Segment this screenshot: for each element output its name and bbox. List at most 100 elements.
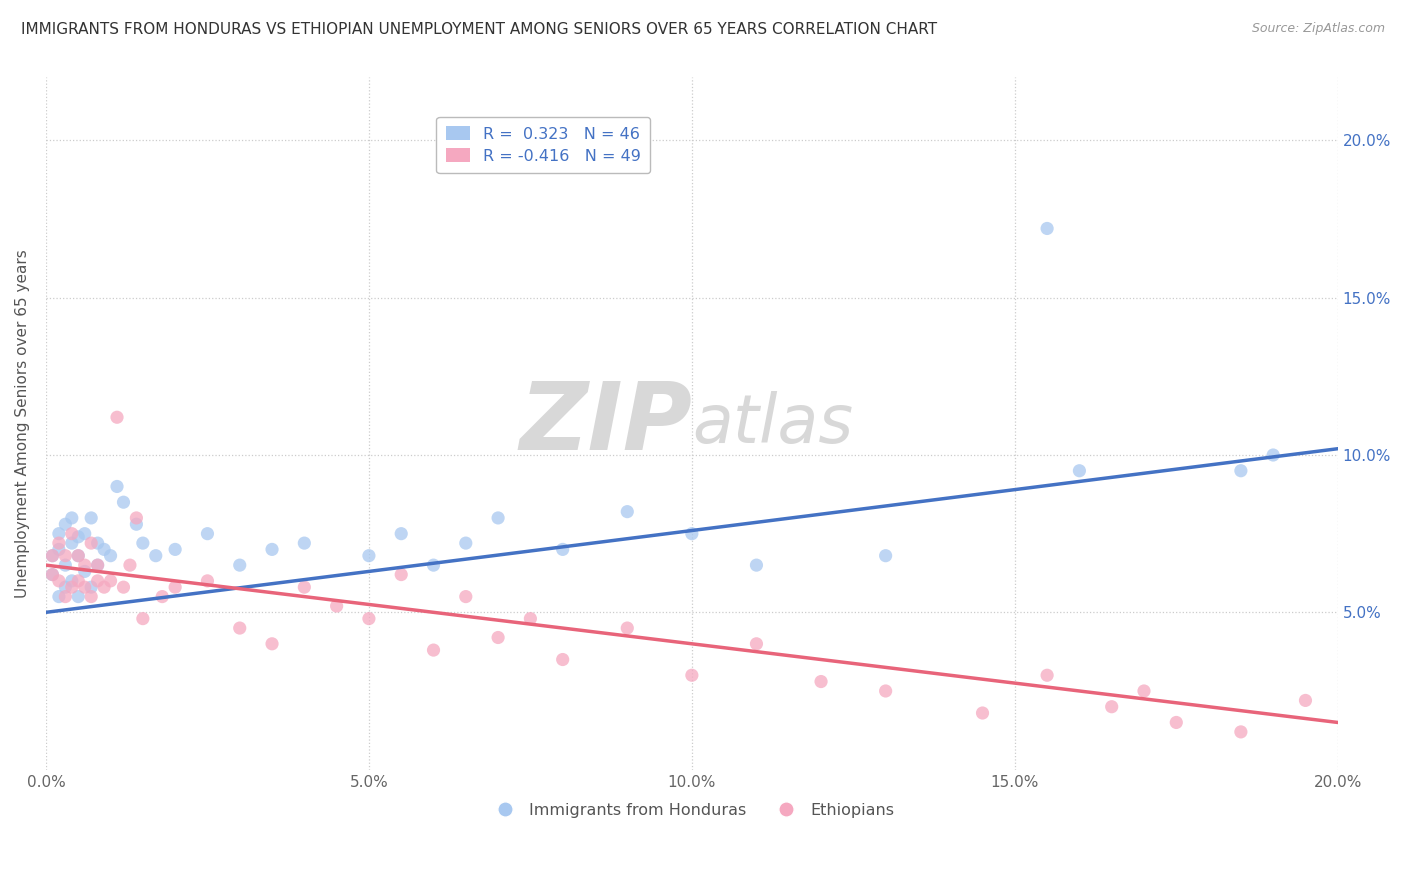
Point [454,590,477,604]
Point [292,536,315,550]
Point [73,580,96,594]
Point [875,684,897,698]
Point [41,567,63,582]
Point [125,511,148,525]
Point [132,536,155,550]
Point [67,530,90,544]
Point [1036,668,1059,682]
Point [681,668,703,682]
Point [551,652,574,666]
Text: IMMIGRANTS FROM HONDURAS VS ETHIOPIAN UNEMPLOYMENT AMONG SENIORS OVER 65 YEARS C: IMMIGRANTS FROM HONDURAS VS ETHIOPIAN UN… [21,22,938,37]
Point [422,643,444,657]
Point [80,536,103,550]
Point [745,637,768,651]
Point [454,536,477,550]
Point [229,558,252,573]
Y-axis label: Unemployment Among Seniors over 65 years: Unemployment Among Seniors over 65 years [15,249,30,598]
Point [112,495,135,509]
Point [422,558,444,573]
Point [53,590,76,604]
Point [1230,464,1253,478]
Point [165,542,187,557]
Point [41,549,63,563]
Point [132,612,155,626]
Point [48,542,70,557]
Point [681,526,703,541]
Point [80,580,103,594]
Point [165,580,187,594]
Point [1294,693,1316,707]
Point [48,590,70,604]
Point [616,505,638,519]
Point [73,565,96,579]
Point [86,558,108,573]
Point [48,526,70,541]
Point [325,599,347,613]
Point [48,574,70,588]
Text: Source: ZipAtlas.com: Source: ZipAtlas.com [1251,22,1385,36]
Point [1069,464,1091,478]
Point [53,558,76,573]
Point [486,631,509,645]
Text: atlas: atlas [692,391,853,457]
Legend: Immigrants from Honduras, Ethiopians: Immigrants from Honduras, Ethiopians [482,797,901,824]
Point [551,542,574,557]
Point [80,511,103,525]
Point [260,637,283,651]
Point [118,558,141,573]
Point [519,612,541,626]
Point [875,549,897,563]
Point [1230,725,1253,739]
Point [1133,684,1156,698]
Point [972,706,994,720]
Point [145,549,167,563]
Point [1101,699,1123,714]
Point [67,549,90,563]
Point [810,674,832,689]
Point [260,542,283,557]
Point [41,549,63,563]
Point [745,558,768,573]
Point [1166,715,1188,730]
Text: ZIP: ZIP [519,377,692,469]
Point [53,580,76,594]
Point [86,536,108,550]
Point [86,558,108,573]
Point [41,567,63,582]
Point [125,517,148,532]
Point [197,526,219,541]
Point [73,558,96,573]
Point [53,549,76,563]
Point [616,621,638,635]
Point [60,511,83,525]
Point [389,526,412,541]
Point [292,580,315,594]
Point [1036,221,1059,235]
Point [100,549,122,563]
Point [197,574,219,588]
Point [67,574,90,588]
Point [86,574,108,588]
Point [357,612,380,626]
Point [60,526,83,541]
Point [93,580,115,594]
Point [60,574,83,588]
Point [389,567,412,582]
Point [53,517,76,532]
Point [486,511,509,525]
Point [357,549,380,563]
Point [112,580,135,594]
Point [93,542,115,557]
Point [67,549,90,563]
Point [229,621,252,635]
Point [60,536,83,550]
Point [73,526,96,541]
Point [48,536,70,550]
Point [150,590,173,604]
Point [60,580,83,594]
Point [1263,448,1285,462]
Point [105,479,128,493]
Point [105,410,128,425]
Point [100,574,122,588]
Point [80,590,103,604]
